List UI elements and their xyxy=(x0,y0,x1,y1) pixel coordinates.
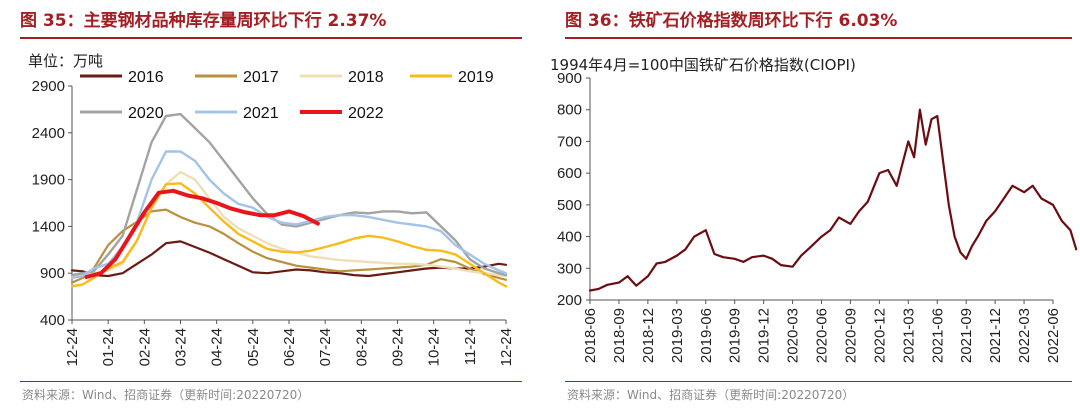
right-x-tick-label: 2021-09 xyxy=(958,308,975,363)
legend-label-2019: 2019 xyxy=(458,69,494,86)
left-x-tick-label: 10-24 xyxy=(426,328,443,366)
left-x-tick-label: 12-24 xyxy=(498,328,515,366)
left-y-tick-label: 1400 xyxy=(32,218,65,235)
legend-item-2021: 2021 xyxy=(195,105,279,122)
left-x-tick-label: 03-24 xyxy=(173,328,190,366)
legend-label-2017: 2017 xyxy=(243,69,279,86)
right-figure-title: 图 36：铁矿石价格指数周环比下行 6.03% xyxy=(565,11,898,31)
left-axes: 400 900 1400 1900 2400 2900 12-24 01-24 02-24 03-… xyxy=(32,78,515,366)
left-x-tick-label: 02-24 xyxy=(136,328,153,366)
right-x-tick-label: 2021-06 xyxy=(929,308,946,363)
right-x-tick-label: 2019-06 xyxy=(698,308,715,363)
left-x-tick-label: 01-24 xyxy=(100,328,117,366)
right-y-tick-label: 800 xyxy=(557,102,582,119)
right-figure-panel: 图 36：铁矿石价格指数周环比下行 6.03% 200 300 400 500 600 7… xyxy=(545,0,1080,411)
left-y-tick-label: 1900 xyxy=(32,172,65,189)
right-y-tick-label: 600 xyxy=(557,165,582,182)
right-source: 资料来源：Wind、招商证券（更新时间:20220720） xyxy=(567,388,855,402)
left-unit-label: 单位：万吨 xyxy=(28,52,103,70)
right-x-tick-label: 2020-12 xyxy=(871,308,888,363)
right-y-tick-label: 300 xyxy=(557,260,582,277)
right-y-tick-label: 500 xyxy=(557,197,582,214)
right-x-tick-label: 2021-03 xyxy=(900,308,917,363)
right-x-tick-label: 2022-03 xyxy=(1016,308,1033,363)
right-y-tick-label: 900 xyxy=(557,70,582,87)
right-y-tick-label: 200 xyxy=(557,292,582,309)
left-figure-panel: 图 35：主要钢材品种库存量周环比下行 2.37% 400 900 1400 1900… xyxy=(0,0,530,411)
legend-label-2016: 2016 xyxy=(128,69,164,86)
left-x-tick-label: 07-24 xyxy=(317,328,334,366)
right-x-tick-label: 2018-09 xyxy=(611,308,628,363)
right-x-tick-label: 2020-03 xyxy=(785,308,802,363)
right-x-tick-label: 2021-12 xyxy=(987,308,1004,363)
left-legend: 2016 2017 2018 2019 2020 2021 2022 xyxy=(80,69,494,122)
legend-item-2022: 2022 xyxy=(300,105,384,122)
left-series-2021 xyxy=(70,150,508,280)
left-x-tick-label: 12-24 xyxy=(64,328,81,366)
right-series-group xyxy=(588,108,1078,292)
left-x-tick-label: 11-24 xyxy=(462,328,479,365)
legend-label-2020: 2020 xyxy=(128,105,164,122)
left-x-tick-label: 04-24 xyxy=(209,328,226,366)
right-series-CIOPI xyxy=(588,108,1078,292)
legend-item-2017: 2017 xyxy=(195,69,279,86)
right-x-tick-label: 2018-06 xyxy=(582,308,599,363)
left-x-tick-label: 06-24 xyxy=(281,328,298,366)
legend-item-2018: 2018 xyxy=(300,69,384,86)
right-chart: 200 300 400 500 600 700 800 900 2018-06 2018-09 20… xyxy=(550,56,1078,363)
left-y-tick-label: 400 xyxy=(40,312,65,329)
right-x-tick-label: 2022-06 xyxy=(1045,308,1062,363)
left-source: 资料来源：Wind、招商证券（更新时间:20220720） xyxy=(22,388,310,402)
right-x-tick-label: 2019-03 xyxy=(669,308,686,363)
left-y-tick-label: 2400 xyxy=(32,125,65,142)
right-source-rule xyxy=(565,381,1072,382)
left-x-tick-label: 08-24 xyxy=(353,328,370,366)
left-title-rule xyxy=(20,37,522,39)
left-series-2022 xyxy=(84,188,320,279)
legend-item-2019: 2019 xyxy=(410,69,494,86)
left-series-2020 xyxy=(70,112,508,277)
left-series-2019 xyxy=(70,182,508,288)
left-x-tick-label: 05-24 xyxy=(245,328,262,366)
right-title-rule xyxy=(565,37,1072,39)
right-x-tick-label: 2018-12 xyxy=(640,308,657,363)
legend-label-2018: 2018 xyxy=(348,69,384,86)
legend-label-2022: 2022 xyxy=(348,105,384,122)
left-figure-title: 图 35：主要钢材品种库存量周环比下行 2.37% xyxy=(20,11,387,31)
right-annotation: 1994年4月=100中国铁矿石价格指数(CIOPI) xyxy=(550,56,856,74)
legend-item-2020: 2020 xyxy=(80,105,164,122)
left-y-tick-label: 900 xyxy=(40,265,65,282)
right-x-tick-label: 2019-09 xyxy=(727,308,744,363)
left-y-tick-label: 2900 xyxy=(32,78,65,95)
left-series-2016 xyxy=(70,240,508,278)
right-x-tick-label: 2020-06 xyxy=(814,308,831,363)
legend-label-2021: 2021 xyxy=(243,105,279,122)
right-y-tick-label: 400 xyxy=(557,229,582,246)
left-x-tick-label: 09-24 xyxy=(390,328,407,366)
right-x-tick-label: 2020-09 xyxy=(842,308,859,363)
left-source-rule xyxy=(20,381,522,382)
right-y-tick-label: 700 xyxy=(557,133,582,150)
legend-item-2016: 2016 xyxy=(80,69,164,86)
right-x-tick-label: 2019-12 xyxy=(756,308,773,363)
left-chart: 400 900 1400 1900 2400 2900 12-24 01-24 02-24 03-… xyxy=(28,52,515,366)
right-axes: 200 300 400 500 600 700 800 900 2018-06 2018-09 20… xyxy=(557,70,1062,363)
left-series-group xyxy=(70,112,508,288)
